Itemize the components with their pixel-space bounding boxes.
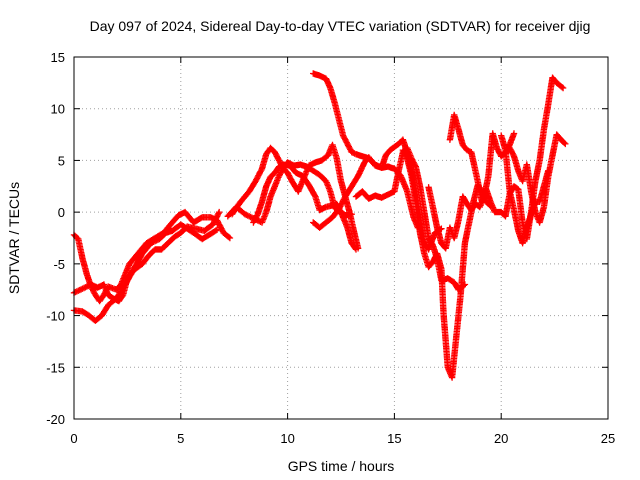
series-track-5: [228, 141, 362, 252]
x-axis-label: GPS time / hours: [288, 458, 395, 474]
y-tick-label: -15: [46, 360, 65, 375]
series-track-14: [498, 132, 552, 247]
y-tick-label: -20: [46, 412, 65, 427]
x-tick-label: 25: [601, 431, 615, 446]
marker-path: [425, 130, 518, 252]
y-tick-label: 0: [58, 205, 65, 220]
x-tick-label: 20: [494, 431, 508, 446]
x-tick-label: 5: [177, 431, 184, 446]
series-track-3: [70, 221, 221, 324]
data-points: [70, 70, 569, 381]
x-tick-label: 15: [387, 431, 401, 446]
y-tick-label: 5: [58, 153, 65, 168]
y-tick-label: 15: [51, 50, 65, 65]
axis-ticks: 0 5 10 15 20 25 -20 -15 -10 -5 0 5 10 15: [46, 50, 615, 446]
series-track-1: [70, 208, 234, 305]
marker-path: [498, 132, 552, 247]
series-track-11: [425, 130, 518, 252]
y-tick-label: 10: [51, 102, 65, 117]
chart-title: Day 097 of 2024, Sidereal Day-to-day VTE…: [90, 18, 591, 34]
marker-path: [70, 221, 221, 324]
y-tick-label: -5: [53, 257, 65, 272]
x-tick-label: 0: [70, 431, 77, 446]
marker-path: [228, 141, 362, 252]
y-tick-label: -10: [46, 309, 65, 324]
plot-frame: [73, 56, 609, 420]
y-axis-label: SDTVAR / TECUs: [6, 182, 22, 294]
x-tick-label: 10: [280, 431, 294, 446]
marker-path: [70, 208, 234, 305]
